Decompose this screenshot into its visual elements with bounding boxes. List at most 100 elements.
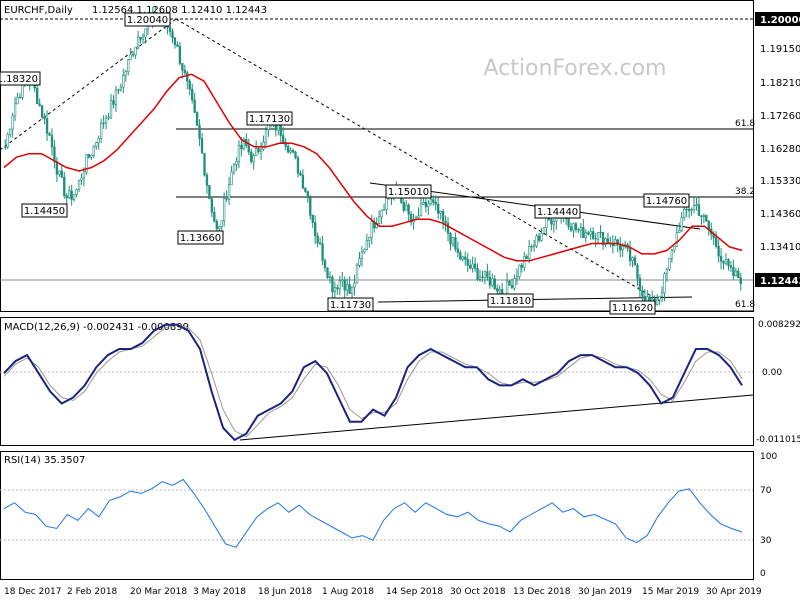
candle-body — [63, 176, 66, 196]
candle-body — [491, 278, 494, 286]
candle-body — [181, 63, 184, 71]
svg-text:1.14760: 1.14760 — [646, 196, 687, 207]
svg-text:1.12443: 1.12443 — [760, 276, 800, 287]
candle-body — [409, 213, 413, 223]
candle-body — [85, 154, 88, 173]
candle-body — [254, 148, 258, 157]
candle-body — [663, 273, 666, 294]
candle-body — [363, 249, 366, 253]
candle-body — [360, 251, 364, 259]
rsi-line — [3, 478, 743, 548]
candle-body — [577, 229, 580, 231]
candle-body — [205, 174, 209, 186]
candle-body — [685, 208, 688, 211]
candle-body — [90, 155, 93, 158]
candle-body — [405, 204, 408, 211]
candle-body — [466, 259, 469, 266]
candle-body — [628, 247, 632, 262]
candle-body — [655, 299, 659, 306]
svg-text:1.17130: 1.17130 — [249, 114, 290, 125]
candle-body — [444, 220, 447, 224]
candle-body — [70, 190, 73, 200]
price-tick-1-13410: 1.13410 — [760, 242, 800, 253]
swing-label-1-14760: 1.14760 — [643, 193, 690, 208]
macd-panel: MACD(12,26,9) -0.002431 -0.000899 0.0082… — [0, 317, 800, 446]
candle-body — [601, 232, 605, 245]
candle-body — [368, 237, 371, 241]
candle-body — [478, 276, 482, 280]
last-price-badge: 1.12443 — [755, 273, 800, 287]
candle-body — [355, 265, 359, 284]
candle-body — [434, 201, 437, 205]
candle-body — [213, 211, 216, 222]
svg-text:1.20040: 1.20040 — [127, 15, 168, 26]
candle-body — [592, 231, 595, 239]
candle-body — [660, 292, 664, 297]
candle-body — [469, 265, 472, 269]
chart-title: EURCHF,Daily — [4, 5, 73, 16]
candle-body — [707, 221, 710, 230]
time-tick-20-mar-2018: 20 Mar 2018 — [130, 587, 187, 597]
candle-body — [230, 171, 233, 185]
candle-body — [119, 86, 123, 91]
candle-body — [289, 150, 292, 153]
candle-body — [301, 174, 305, 189]
macd-line — [3, 323, 743, 442]
candle-body — [589, 231, 592, 235]
upper-rally-trendline — [0, 18, 177, 151]
candle-body — [437, 204, 440, 214]
candle-body — [697, 204, 701, 216]
candle-body — [8, 128, 12, 135]
candle-body — [75, 189, 78, 195]
candle-body — [168, 27, 172, 32]
price-tick-1-17260: 1.17260 — [760, 111, 800, 122]
candle-body — [732, 266, 735, 277]
candle-body — [358, 258, 361, 266]
candle-body — [311, 214, 314, 223]
time-tick-3-may-2018: 3 May 2018 — [193, 587, 246, 597]
candle-body — [218, 226, 221, 230]
candle-body — [60, 170, 63, 178]
candle-body — [471, 263, 474, 269]
candle-body — [97, 138, 100, 143]
main-price-panel: ActionForex.com EURCHF,Daily 1.12564 1.1… — [0, 0, 755, 315]
candle-body — [385, 196, 388, 210]
candle-body — [582, 227, 585, 239]
candle-body — [341, 279, 344, 282]
candle-body — [82, 171, 86, 179]
candle-body — [122, 75, 125, 88]
candle-body — [124, 71, 127, 76]
candle-body — [680, 217, 683, 231]
candle-body — [665, 269, 669, 275]
candle-body — [537, 235, 541, 241]
moving-average-line — [3, 73, 743, 262]
candle-body — [535, 235, 538, 247]
candle-body — [104, 117, 108, 124]
candle-body — [92, 145, 95, 156]
candle-body — [267, 124, 270, 130]
candle-body — [427, 203, 430, 208]
candle-body — [530, 246, 533, 248]
candle-body — [299, 172, 302, 176]
candles — [4, 6, 742, 313]
candle-body — [668, 258, 671, 270]
candle-body — [109, 100, 113, 118]
ohlc-readout: 1.12564 1.12608 1.12410 1.12443 — [92, 5, 267, 16]
candle-body — [38, 103, 41, 106]
rsi-tick-100: 100 — [760, 452, 777, 462]
candle-body — [348, 284, 351, 294]
candle-body — [127, 59, 130, 72]
candle-body — [195, 112, 199, 126]
candle-body — [117, 89, 120, 91]
candle-body — [690, 209, 693, 211]
swing-label-1-17130: 1.17130 — [246, 111, 293, 126]
candle-body — [336, 287, 339, 290]
candle-body — [569, 226, 573, 231]
candle-body — [370, 221, 373, 238]
candle-body — [532, 245, 536, 248]
candle-body — [304, 187, 307, 192]
svg-text:1.13660: 1.13660 — [180, 233, 221, 244]
candle-body — [459, 252, 462, 260]
candle-body — [451, 237, 455, 245]
time-tick-1-aug-2018: 1 Aug 2018 — [322, 587, 374, 597]
